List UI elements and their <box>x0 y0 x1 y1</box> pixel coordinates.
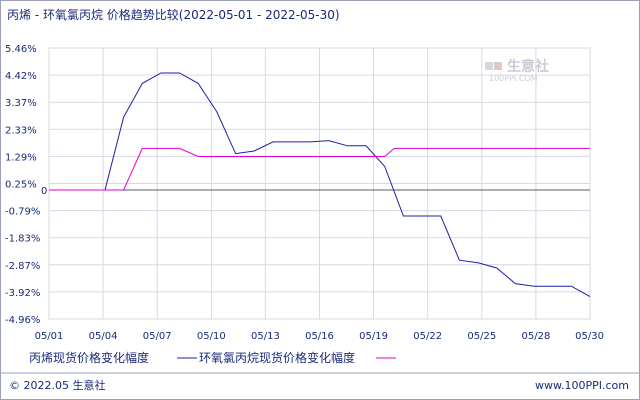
zero-label: 0 <box>41 186 47 197</box>
watermark-logo-icon-2 <box>494 62 502 70</box>
y-tick-label: 0.25% <box>5 180 37 191</box>
y-tick-label: 1.29% <box>5 152 37 163</box>
y-tick-label: 3.37% <box>5 98 37 109</box>
y-tick-label: -1.83% <box>5 234 40 245</box>
legend: 丙烯现货价格变化幅度 环氧氯丙烷现货价格变化幅度 <box>29 350 396 365</box>
legend-label-series-1: 丙烯现货价格变化幅度 <box>29 350 149 365</box>
watermark: 生意社 100PPI.COM <box>485 58 549 83</box>
grid <box>48 47 591 320</box>
footer-website: www.100PPI.com <box>535 379 629 392</box>
x-tick-label: 05/22 <box>413 331 442 342</box>
x-tick-label: 05/19 <box>359 331 388 342</box>
footer-copyright: © 2022.05 生意社 <box>9 378 105 392</box>
y-tick-label: -4.96% <box>5 315 40 326</box>
series-lines <box>49 72 591 298</box>
x-tick-label: 05/28 <box>521 331 550 342</box>
x-tick-label: 05/10 <box>197 331 226 342</box>
series-line-2 <box>49 147 590 191</box>
legend-label-series-2: 环氧氯丙烷现货价格变化幅度 <box>199 350 355 365</box>
x-tick-label: 05/25 <box>467 331 496 342</box>
y-tick-label: 2.33% <box>5 125 37 136</box>
watermark-subtext: 100PPI.COM <box>489 74 538 83</box>
x-tick-label: 05/13 <box>251 331 280 342</box>
y-tick-label: -3.92% <box>5 288 40 299</box>
y-tick-label: -0.79% <box>5 207 40 218</box>
y-tick-label: 5.46% <box>5 44 37 55</box>
watermark-logo-icon <box>485 62 493 70</box>
x-tick-label: 05/07 <box>143 331 172 342</box>
y-tick-label: -2.87% <box>5 261 40 272</box>
watermark-text: 生意社 <box>507 58 549 75</box>
tick-labels: 5.46% 4.42% 3.37% 2.33% 1.29% 0.25% -0.79% -1.8… <box>5 44 604 342</box>
series-line-1 <box>49 72 591 298</box>
chart-title: 丙烯 - 环氧氯丙烷 价格趋势比较(2022-05-01 - 2022-05-3… <box>7 7 340 22</box>
y-tick-label: 4.42% <box>5 71 37 82</box>
x-tick-label: 05/04 <box>89 331 118 342</box>
x-tick-label: 05/01 <box>35 331 64 342</box>
x-tick-label: 05/30 <box>575 331 604 342</box>
x-tick-label: 05/16 <box>305 331 334 342</box>
